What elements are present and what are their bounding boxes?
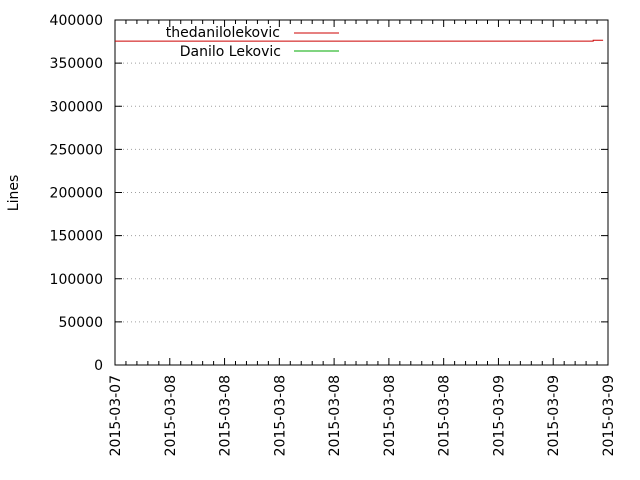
x-tick-label: 2015-03-08 (382, 375, 398, 456)
y-tick-label: 200000 (50, 186, 103, 202)
y-tick-label: 150000 (50, 229, 103, 245)
legend: thedanilolekovic Danilo Lekovic (166, 25, 339, 60)
series-lines (115, 39, 604, 42)
y-tick-label: 100000 (50, 272, 103, 288)
y-tick-label: 300000 (50, 99, 103, 115)
x-tick-label: 2015-03-08 (327, 375, 343, 456)
y-tick-label: 50000 (58, 315, 103, 331)
x-tick-label: 2015-03-07 (108, 375, 124, 456)
y-axis-ticks: 0 50000 100000 150000 200000 250000 300000 3500… (50, 13, 608, 374)
legend-label-series-2: Danilo Lekovic (180, 44, 281, 60)
grid-lines (115, 62, 608, 323)
plot-frame (114, 19, 609, 366)
x-tick-label: 2015-03-08 (272, 375, 288, 456)
x-tick-label: 2015-03-09 (601, 375, 617, 456)
x-axis-ticks: 2015-03-07 2015-03-08 2015-03-08 2015-03-08… (108, 20, 617, 456)
x-tick-label: 2015-03-08 (163, 375, 179, 456)
y-axis-label: Lines (6, 175, 22, 211)
x-tick-label: 2015-03-09 (546, 375, 562, 456)
y-tick-label: 400000 (50, 13, 103, 29)
x-tick-label: 2015-03-08 (218, 375, 234, 456)
x-tick-label: 2015-03-08 (437, 375, 453, 456)
series-line-1 (115, 39, 604, 42)
y-tick-label: 250000 (50, 142, 103, 158)
x-tick-label: 2015-03-09 (491, 375, 507, 456)
y-tick-label: 350000 (50, 56, 103, 72)
legend-label-series-1: thedanilolekovic (166, 25, 280, 41)
y-tick-label: 0 (94, 358, 103, 374)
